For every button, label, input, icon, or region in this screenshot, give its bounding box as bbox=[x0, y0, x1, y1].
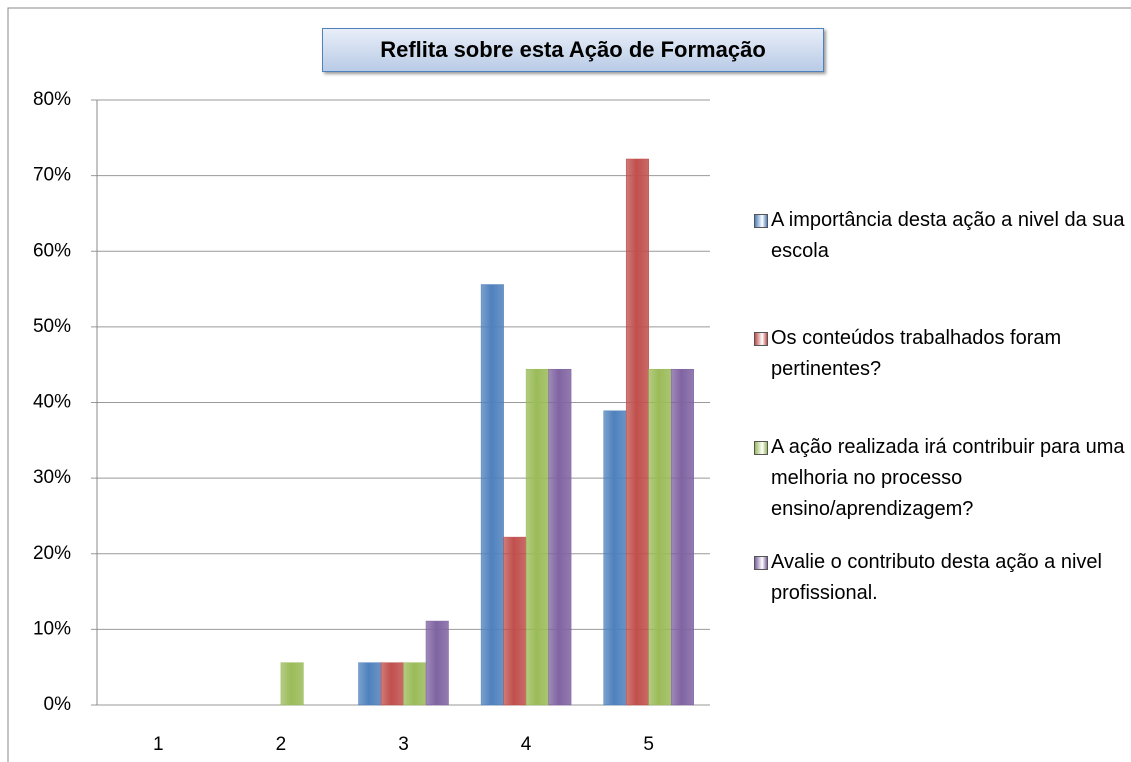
legend-swatch bbox=[754, 332, 768, 346]
y-tick-label: 70% bbox=[33, 165, 71, 186]
x-tick-label: 2 bbox=[276, 734, 287, 755]
bar bbox=[648, 368, 672, 706]
bar bbox=[525, 368, 549, 706]
y-tick-label: 30% bbox=[33, 467, 71, 488]
legend-label: A ação realizada irá contribuir para uma… bbox=[771, 436, 1125, 520]
bar bbox=[625, 158, 649, 706]
y-tick-label: 80% bbox=[33, 89, 71, 110]
bar bbox=[480, 284, 504, 706]
bar bbox=[358, 662, 382, 706]
legend-label: Avalie o contributo desta ação a nivel p… bbox=[771, 551, 1102, 604]
legend-swatch bbox=[754, 214, 768, 228]
x-tick-label: 5 bbox=[643, 734, 654, 755]
y-tick-label: 0% bbox=[44, 694, 72, 715]
chart-frame bbox=[7, 7, 1131, 762]
bar bbox=[503, 536, 527, 706]
y-tick-label: 20% bbox=[33, 543, 71, 564]
x-tick-label: 1 bbox=[153, 734, 164, 755]
y-tick-label: 60% bbox=[33, 240, 71, 261]
bar bbox=[380, 662, 404, 706]
bar bbox=[403, 662, 427, 706]
legend-swatch bbox=[754, 441, 768, 455]
legend-label: A importância desta ação a nivel da sua … bbox=[771, 209, 1125, 262]
x-tick-label: 3 bbox=[398, 734, 409, 755]
y-tick-label: 40% bbox=[33, 392, 71, 413]
bar bbox=[670, 368, 694, 706]
chart-title: Reflita sobre esta Ação de Formação bbox=[322, 28, 824, 72]
bar bbox=[425, 620, 449, 706]
legend-swatch bbox=[754, 556, 768, 570]
y-tick-label: 50% bbox=[33, 316, 71, 337]
bar bbox=[603, 410, 627, 706]
x-tick-label: 4 bbox=[521, 734, 532, 755]
y-tick-label: 10% bbox=[33, 618, 71, 639]
bar bbox=[280, 662, 304, 706]
legend-label: Os conteúdos trabalhados foram pertinent… bbox=[771, 327, 1062, 380]
bar bbox=[548, 368, 572, 706]
